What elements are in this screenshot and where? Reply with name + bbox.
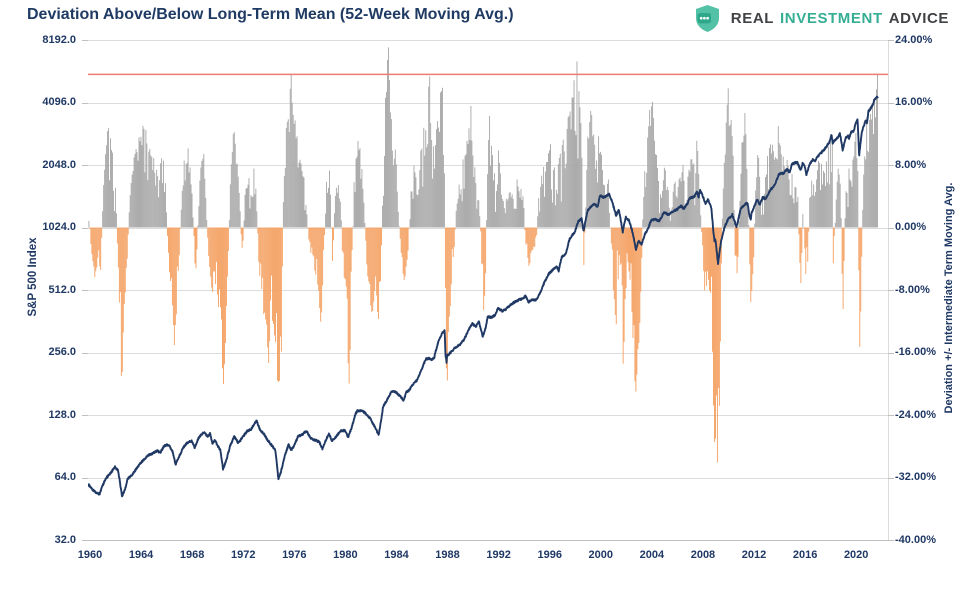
x-axis-tick-2000: 2000 xyxy=(588,549,614,561)
right-axis-tick-0.00%: 0.00% xyxy=(895,221,927,233)
x-axis-tick-1984: 1984 xyxy=(384,549,409,561)
x-axis-tick-1968: 1968 xyxy=(179,549,205,561)
x-axis-tick-2020: 2020 xyxy=(843,549,869,561)
left-axis-tick-2048.0: 2048.0 xyxy=(42,158,76,171)
x-axis-tick-1980: 1980 xyxy=(333,549,358,561)
x-axis-tick-1960: 1960 xyxy=(77,549,103,561)
x-axis-tick-1972: 1972 xyxy=(230,549,256,561)
left-axis-tick-64.0: 64.0 xyxy=(54,471,76,483)
x-axis-tick-1988: 1988 xyxy=(435,549,460,561)
right-axis-tick--24.00%: -24.00% xyxy=(895,408,936,421)
x-axis-tick-1976: 1976 xyxy=(282,549,307,561)
x-axis-tick-1964: 1964 xyxy=(128,549,154,561)
x-axis-tick-2004: 2004 xyxy=(639,549,665,561)
x-axis-tick-2016: 2016 xyxy=(792,549,818,561)
right-axis-tick-8.00%: 8.00% xyxy=(895,158,927,171)
right-axis-tick--40.00%: -40.00% xyxy=(895,533,936,546)
right-axis-tick-24.00%: 24.00% xyxy=(895,33,933,46)
right-axis-tick--8.00%: -8.00% xyxy=(895,283,930,296)
x-axis-tick-2008: 2008 xyxy=(690,549,716,561)
right-axis-title: Deviation +/- Intermediate Term Moving A… xyxy=(943,182,955,414)
left-axis-tick-32.0: 32.0 xyxy=(54,533,76,546)
x-axis-tick-1992: 1992 xyxy=(486,549,511,561)
left-axis-tick-8192.0: 8192.0 xyxy=(42,33,76,46)
right-axis-tick-16.00%: 16.00% xyxy=(895,96,933,108)
left-axis-tick-512.0: 512.0 xyxy=(48,283,76,296)
right-axis-tick--16.00%: -16.00% xyxy=(895,346,936,358)
x-axis-tick-2012: 2012 xyxy=(741,549,767,561)
left-axis-tick-4096.0: 4096.0 xyxy=(42,96,76,108)
left-axis-tick-256.0: 256.0 xyxy=(48,346,76,358)
right-axis-tick--32.00%: -32.00% xyxy=(895,471,936,483)
x-axis-tick-1996: 1996 xyxy=(537,549,562,561)
left-axis-tick-1024.0: 1024.0 xyxy=(42,221,76,233)
left-axis-title: S&P 500 Index xyxy=(27,237,39,317)
left-axis-tick-128.0: 128.0 xyxy=(48,408,76,421)
